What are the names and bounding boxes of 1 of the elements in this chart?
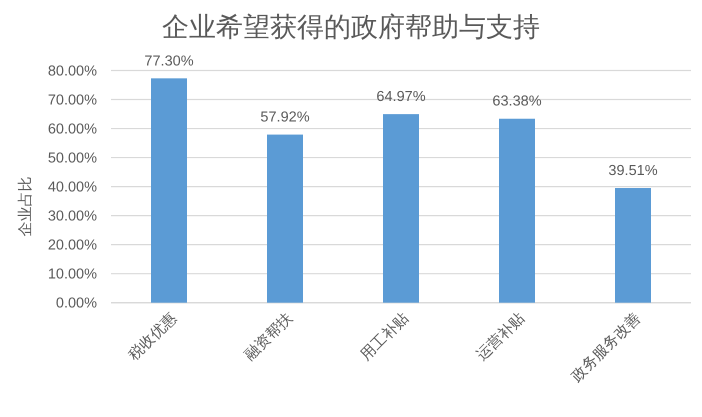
title: 企业希望获得的政府帮助与支持 [162,12,540,42]
